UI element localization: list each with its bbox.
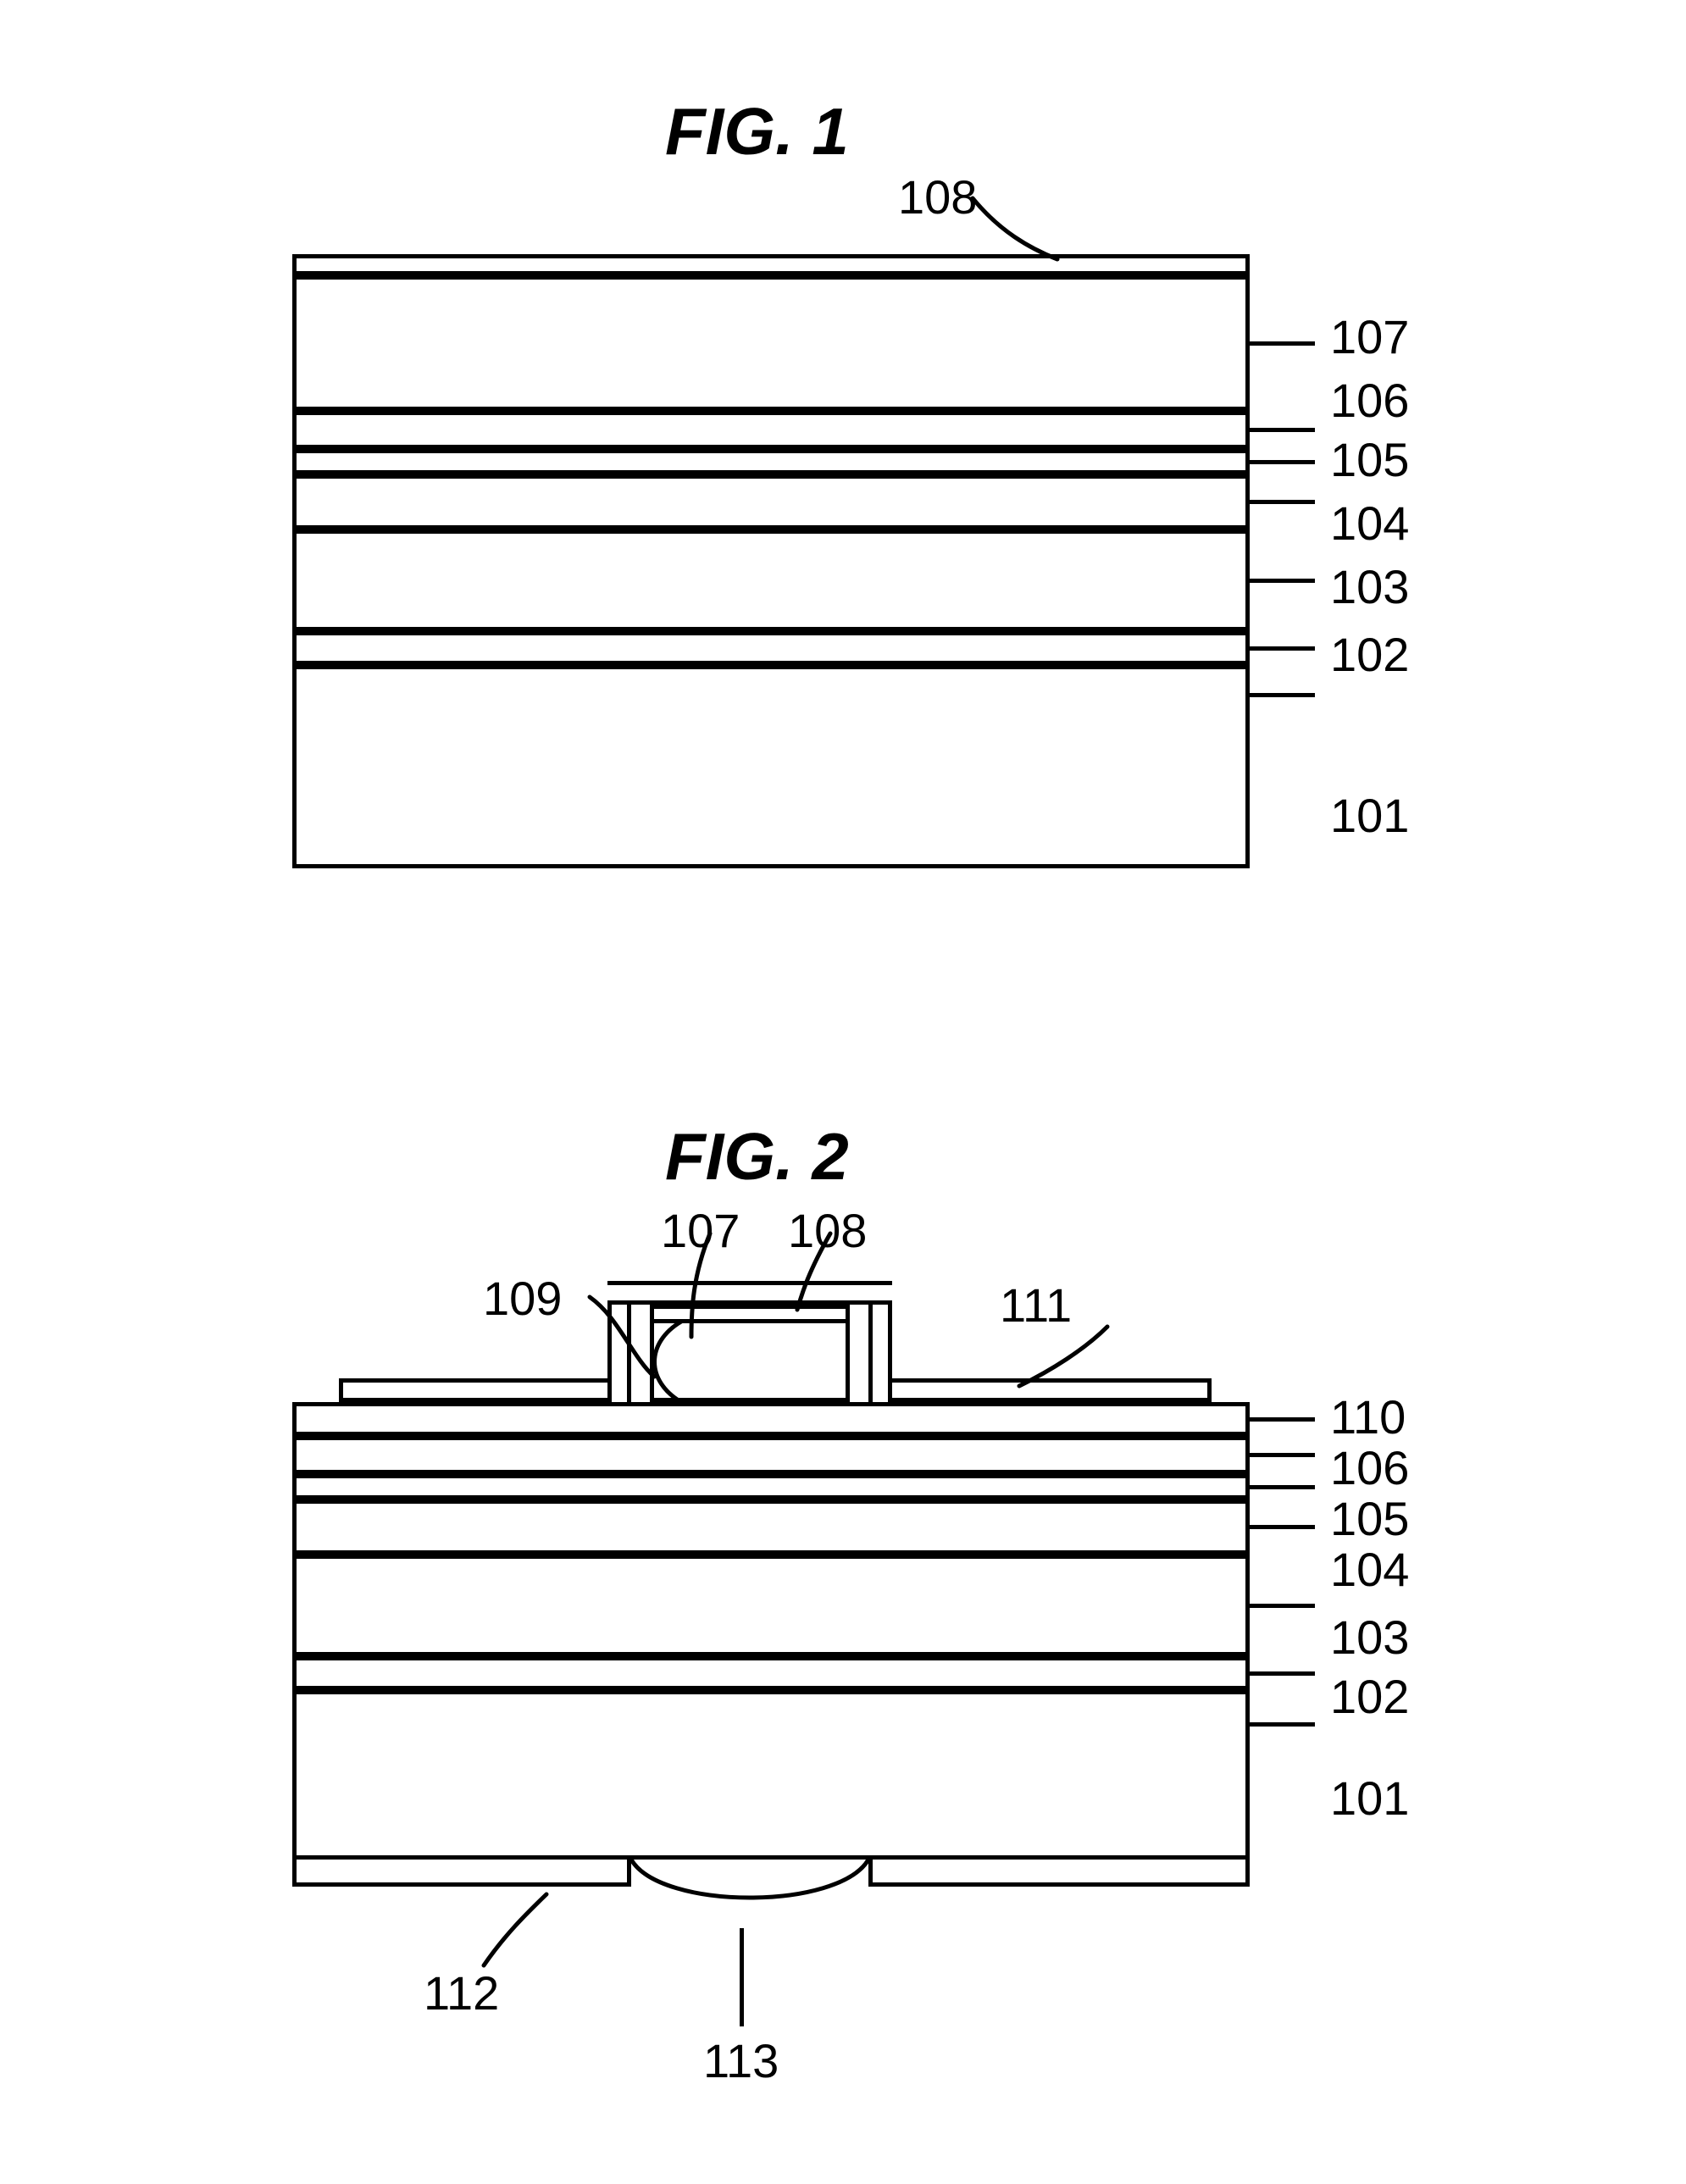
fig2-layer-105 [292,1474,1250,1499]
fig2-label-105: 105 [1330,1491,1409,1546]
fig1-layer-107 [292,275,1250,411]
fig2-layer-106 [292,1436,1250,1474]
fig2-label-113: 113 [703,2033,779,2088]
fig2-leader-110 [1250,1417,1315,1422]
fig2-layer-104 [292,1499,1250,1555]
fig1-leader-107 [1250,341,1315,346]
fig2-label-102: 102 [1330,1669,1409,1724]
fig2-layer-110 [292,1402,1250,1436]
fig2-label-106: 106 [1330,1440,1409,1495]
fig1-leader-103 [1250,579,1315,583]
fig2-leader-112 [479,1889,555,1974]
fig1-layer-108 [292,254,1250,275]
fig2-opening-113 [631,1860,868,1927]
fig1-label-107: 107 [1330,309,1409,364]
fig2-leader-105 [1250,1485,1315,1489]
fig2-leader-109 [585,1292,669,1385]
fig2-label-110: 110 [1330,1389,1406,1444]
fig2-leader-108 [792,1228,851,1313]
fig2-label-103: 103 [1330,1610,1409,1665]
fig1-layer-105 [292,449,1250,474]
fig2-electrode-112-left [292,1860,631,1887]
fig1-leader-108 [966,193,1068,269]
fig2-leader-102 [1250,1671,1315,1676]
fig1-layer-101 [292,665,1250,868]
fig2-electrode-112-right [868,1860,1250,1887]
figure-title: FIG. 2 [665,1118,849,1195]
fig2-leader-104 [1250,1525,1315,1529]
fig1-label-104: 104 [1330,496,1409,551]
fig1-leader-101 [1250,693,1315,697]
fig1-layer-104 [292,474,1250,529]
fig2-layer-102 [292,1656,1250,1690]
fig2-leader-111 [1012,1320,1114,1396]
fig2-layer-103 [292,1555,1250,1656]
fig1-label-101: 101 [1330,788,1409,843]
fig2-leader-113 [740,1928,744,2026]
fig2-label-109: 109 [483,1271,562,1326]
fig2-label-101: 101 [1330,1771,1409,1826]
fig1-label-102: 102 [1330,627,1409,682]
fig1-leader-104 [1250,500,1315,504]
fig1-layer-102 [292,631,1250,665]
fig1-leader-106 [1250,428,1315,432]
fig1-leader-105 [1250,460,1315,464]
figure-title: FIG. 1 [665,93,849,170]
fig2-leader-101 [1250,1722,1315,1727]
fig1-label-105: 105 [1330,432,1409,487]
fig2-leader-103 [1250,1604,1315,1608]
fig1-label-106: 106 [1330,373,1409,428]
fig2-layer-101 [292,1690,1250,1860]
fig2-label-104: 104 [1330,1542,1409,1597]
fig1-layer-103 [292,529,1250,631]
fig2-leader-107 [685,1228,735,1339]
fig1-layer-106 [292,411,1250,449]
fig1-label-103: 103 [1330,559,1409,614]
fig2-leader-106 [1250,1453,1315,1457]
fig1-leader-102 [1250,646,1315,651]
